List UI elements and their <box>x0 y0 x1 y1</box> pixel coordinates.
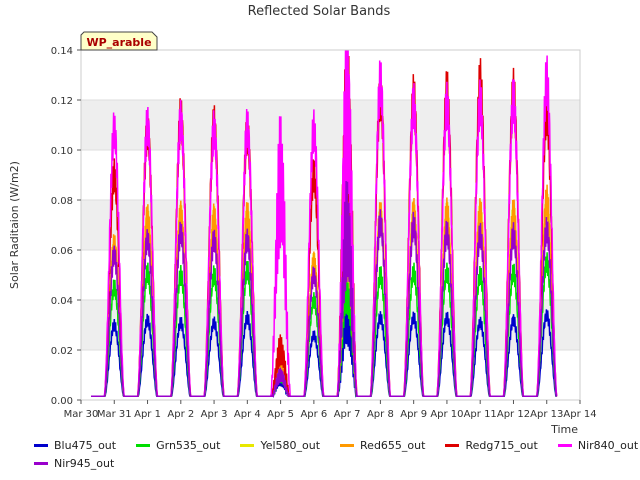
legend-label: Grn535_out <box>156 438 221 452</box>
legend-row: Nir945_out <box>34 454 634 472</box>
legend-label: Yel580_out <box>260 438 321 452</box>
y-tick-label: 0.02 <box>51 346 73 357</box>
legend-swatch <box>445 443 460 447</box>
y-tick-label: 0.00 <box>51 396 73 407</box>
x-tick-label: Apr 13 <box>530 409 563 420</box>
legend-label: Nir840_out <box>577 438 639 452</box>
x-tick-label: Mar 30 <box>64 409 99 420</box>
x-tick-label: Apr 10 <box>430 409 463 420</box>
x-tick-label: Apr 11 <box>464 409 497 420</box>
legend-label: Blu475_out <box>54 438 117 452</box>
x-tick-label: Apr 8 <box>367 409 394 420</box>
series-line-nir945_out <box>91 180 558 398</box>
legend-item: Blu475_out <box>34 439 116 452</box>
x-tick-label: Apr 9 <box>400 409 427 420</box>
grid-band <box>81 200 580 250</box>
legend-swatch <box>34 443 48 447</box>
x-axis-label: Time <box>550 423 578 436</box>
y-tick-label: 0.14 <box>51 46 73 57</box>
x-tick-label: Apr 6 <box>300 409 327 420</box>
legend-label: Redg715_out <box>465 438 538 452</box>
legend-item: Nir945_out <box>34 457 114 470</box>
plot-frame <box>80 49 581 401</box>
annotation-box: WP_arable <box>80 31 158 51</box>
x-tick-label: Apr 3 <box>201 409 228 420</box>
y-tick-label: 0.12 <box>51 96 73 107</box>
x-tick-label: Mar 31 <box>97 409 132 420</box>
x-tick-label: Apr 1 <box>134 409 161 420</box>
legend-swatch <box>136 443 151 447</box>
y-tick-label: 0.08 <box>51 196 73 207</box>
legend-swatch <box>240 443 255 447</box>
annotation-label: WP_arable <box>86 36 151 49</box>
legend-row: Blu475_out Grn535_out Yel580_out Red655_out… <box>34 436 638 454</box>
legend-label: Nir945_out <box>54 456 115 470</box>
grid-band <box>81 300 580 350</box>
legend-swatch <box>557 443 572 447</box>
y-axis-label: Solar Raditaion (W/m2) <box>8 161 21 289</box>
x-tick-label: Apr 12 <box>497 409 530 420</box>
grid-bands <box>81 49 580 401</box>
legend: Blu475_out Grn535_out Yel580_out Red655_out… <box>34 436 638 472</box>
x-tick-label: Apr 7 <box>334 409 361 420</box>
legend-item: Redg715_out <box>445 438 538 452</box>
legend-item: Nir840_out <box>557 438 639 452</box>
grid-band <box>81 100 580 150</box>
y-tick-label: 0.06 <box>51 246 73 257</box>
legend-item: Grn535_out <box>136 439 220 452</box>
x-tick-label: Apr 5 <box>267 409 294 420</box>
x-tick-label: Apr 4 <box>234 409 261 420</box>
legend-label: Red655_out <box>360 438 426 452</box>
x-tick-label: Apr 14 <box>563 409 596 420</box>
x-tick-label: Apr 2 <box>167 409 194 420</box>
y-tick-label: 0.04 <box>51 296 73 307</box>
chart-title: Reflected Solar Bands <box>248 4 391 19</box>
legend-item: Red655_out <box>340 439 425 452</box>
y-tick-label: 0.10 <box>51 146 73 157</box>
legend-item: Yel580_out <box>240 439 320 452</box>
legend-swatch <box>340 443 355 447</box>
legend-swatch <box>34 461 48 465</box>
y-ticks: 0.00 0.02 0.04 0.06 0.08 0.10 0.12 0.14 <box>51 46 81 407</box>
series-layer <box>91 49 558 398</box>
